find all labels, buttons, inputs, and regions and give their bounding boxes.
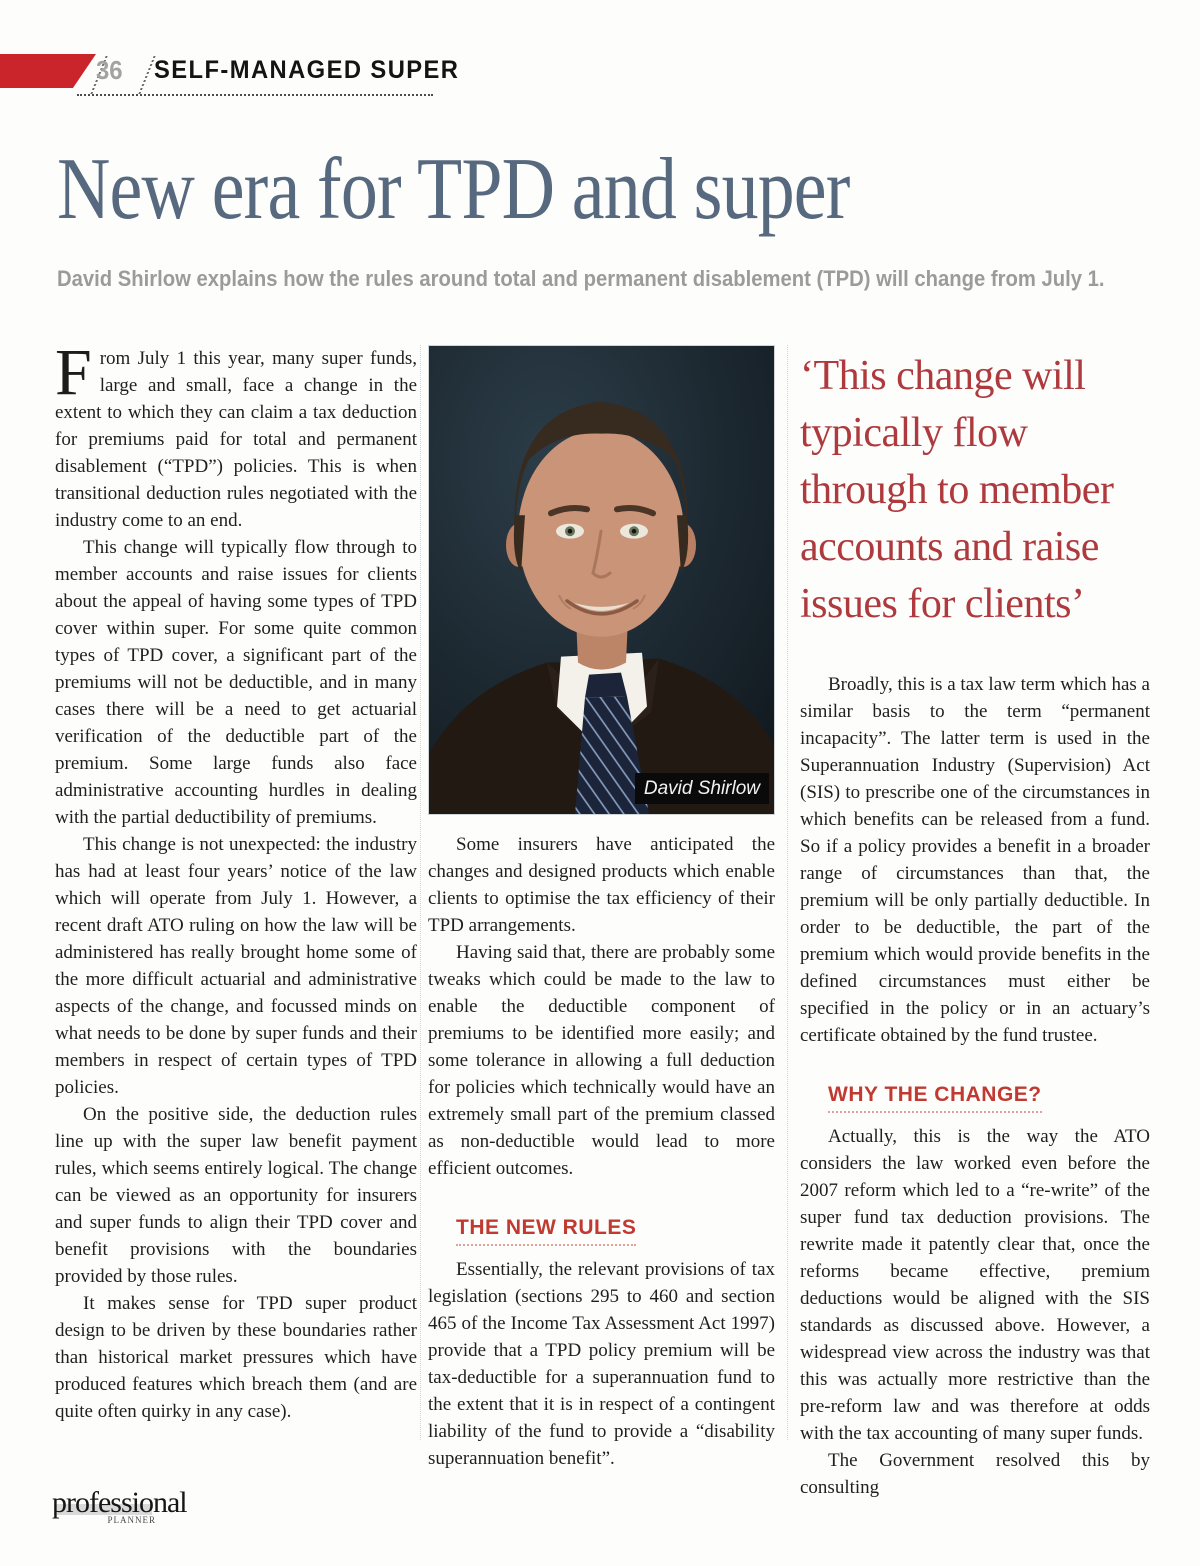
body-paragraph: Actually, this is the way the ATO consid… xyxy=(800,1126,1150,1444)
magazine-logo: professional PLANNER xyxy=(52,1486,188,1525)
section-heading-why-change: WHY THE CHANGE? xyxy=(828,1081,1042,1113)
photo-caption: David Shirlow xyxy=(634,773,769,804)
body-paragraph: Essentially, the relevant provisions of … xyxy=(428,1259,775,1469)
pull-quote: ‘This change will typically flow through… xyxy=(800,353,1114,627)
header-dotted-rule xyxy=(77,58,433,96)
body-paragraph: The Government resolved this by consulti… xyxy=(800,1450,1150,1498)
body-paragraph: Having said that, there are probably som… xyxy=(428,942,775,1179)
column-rule xyxy=(787,345,788,1440)
logo-band xyxy=(54,1504,152,1515)
drop-cap: F xyxy=(55,336,92,409)
page-number: 36 xyxy=(96,55,123,85)
paragraph-text: rom July 1 this year, many super funds, … xyxy=(55,348,417,531)
body-paragraph: On the positive side, the deduction rule… xyxy=(55,1104,417,1287)
standfirst: David Shirlow explains how the rules aro… xyxy=(57,266,1105,291)
section-label: SELF-MANAGED SUPER xyxy=(154,56,460,84)
body-paragraph: This change will typically flow through … xyxy=(55,537,417,828)
article-title: New era for TPD and super xyxy=(57,141,850,238)
portrait-illustration xyxy=(429,346,774,814)
portrait-photo: David Shirlow xyxy=(428,345,775,815)
column-rule xyxy=(420,345,421,1440)
logo-wordmark: professional xyxy=(52,1486,188,1519)
body-paragraph: Some insurers have anticipated the chang… xyxy=(428,834,775,936)
section-heading-new-rules: THE NEW RULES xyxy=(456,1214,637,1246)
logo-subtitle: PLANNER xyxy=(107,1515,156,1525)
column-2: David Shirlow Some insurers have anticip… xyxy=(428,345,775,1472)
body-paragraph: It makes sense for TPD super product des… xyxy=(55,1293,417,1422)
body-paragraph: Broadly, this is a tax law term which ha… xyxy=(800,674,1150,1046)
column-3: ‘This change will typically flow through… xyxy=(800,348,1150,1501)
body-paragraph: This change is not unexpected: the indus… xyxy=(55,834,417,1098)
